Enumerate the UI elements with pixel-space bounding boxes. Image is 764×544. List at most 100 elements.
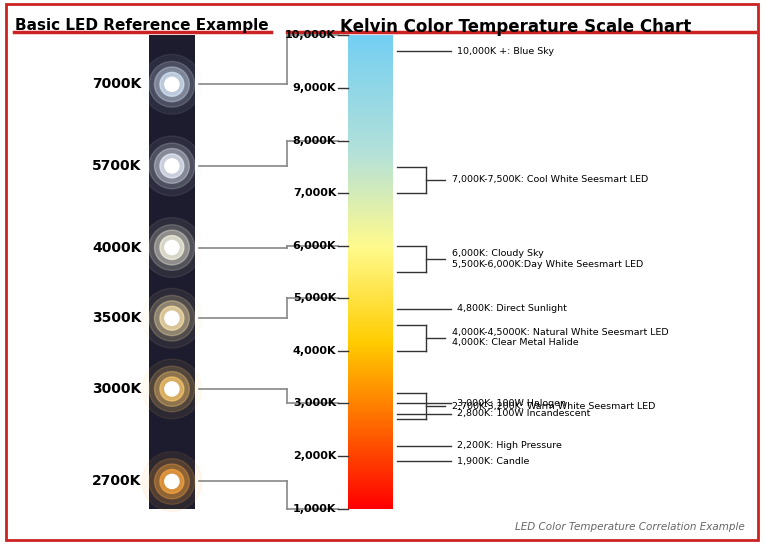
Ellipse shape bbox=[149, 143, 195, 189]
Bar bbox=[348, 45, 393, 46]
Ellipse shape bbox=[154, 149, 189, 183]
Bar bbox=[348, 62, 393, 64]
Bar bbox=[348, 504, 393, 505]
Bar bbox=[348, 340, 393, 342]
Bar bbox=[348, 311, 393, 313]
Bar bbox=[348, 493, 393, 494]
Bar bbox=[348, 351, 393, 353]
Bar bbox=[348, 255, 393, 256]
Bar bbox=[348, 367, 393, 368]
Bar bbox=[348, 446, 393, 447]
Bar bbox=[348, 417, 393, 419]
Bar bbox=[348, 251, 393, 253]
Bar bbox=[348, 237, 393, 239]
Ellipse shape bbox=[142, 452, 202, 511]
Bar bbox=[348, 98, 393, 100]
Text: 3000K: 3000K bbox=[92, 382, 141, 396]
Bar bbox=[348, 90, 393, 92]
Bar bbox=[348, 283, 393, 285]
Text: Kelvin Color Temperature Scale Chart: Kelvin Color Temperature Scale Chart bbox=[340, 18, 691, 36]
Bar bbox=[348, 469, 393, 471]
Bar bbox=[348, 274, 393, 275]
Bar bbox=[348, 200, 393, 201]
Text: 3500K: 3500K bbox=[92, 311, 141, 325]
Bar bbox=[348, 485, 393, 486]
Bar bbox=[348, 240, 393, 242]
Bar bbox=[348, 299, 393, 300]
Ellipse shape bbox=[160, 306, 184, 330]
Bar bbox=[348, 111, 393, 113]
Bar bbox=[348, 132, 393, 133]
Bar bbox=[348, 166, 393, 168]
Bar bbox=[348, 54, 393, 56]
Bar bbox=[348, 423, 393, 425]
Bar bbox=[348, 121, 393, 122]
Bar bbox=[348, 295, 393, 297]
Bar bbox=[348, 250, 393, 251]
Bar bbox=[348, 58, 393, 59]
Bar bbox=[348, 162, 393, 163]
Bar bbox=[348, 381, 393, 382]
Bar bbox=[348, 43, 393, 45]
Bar bbox=[348, 368, 393, 370]
Bar bbox=[348, 452, 393, 453]
Bar bbox=[348, 461, 393, 463]
Bar bbox=[348, 405, 393, 406]
Bar bbox=[348, 135, 393, 137]
Bar bbox=[348, 360, 393, 362]
Bar bbox=[348, 230, 393, 231]
Bar bbox=[348, 122, 393, 123]
Bar bbox=[348, 488, 393, 490]
Bar bbox=[348, 220, 393, 221]
Bar bbox=[348, 133, 393, 135]
Bar bbox=[348, 494, 393, 496]
Bar bbox=[348, 329, 393, 330]
Ellipse shape bbox=[149, 225, 195, 270]
Bar bbox=[348, 323, 393, 324]
Bar bbox=[348, 128, 393, 130]
Text: 2,700K-3,200K: Warm White Seesmart LED: 2,700K-3,200K: Warm White Seesmart LED bbox=[452, 401, 655, 411]
Text: 3,000K: 100W Halogen: 3,000K: 100W Halogen bbox=[457, 399, 566, 408]
Bar bbox=[348, 51, 393, 53]
Bar bbox=[348, 379, 393, 381]
Bar bbox=[348, 248, 393, 250]
Bar bbox=[348, 439, 393, 441]
Bar bbox=[348, 234, 393, 236]
Bar bbox=[348, 269, 393, 270]
Ellipse shape bbox=[160, 469, 184, 493]
Bar bbox=[348, 373, 393, 374]
Bar bbox=[348, 261, 393, 263]
Bar bbox=[348, 422, 393, 423]
Bar bbox=[348, 102, 393, 103]
Ellipse shape bbox=[142, 218, 202, 277]
Text: 6,000K: Cloudy Sky
5,500K-6,000K:Day White Seesmart LED: 6,000K: Cloudy Sky 5,500K-6,000K:Day Whi… bbox=[452, 249, 643, 269]
Bar bbox=[348, 327, 393, 329]
Bar bbox=[348, 84, 393, 86]
Bar bbox=[348, 505, 393, 507]
Bar bbox=[348, 466, 393, 468]
Bar bbox=[348, 42, 393, 43]
Bar bbox=[348, 342, 393, 343]
Bar bbox=[348, 349, 393, 351]
Text: 3,000K: 3,000K bbox=[293, 398, 336, 409]
Bar bbox=[348, 307, 393, 308]
Bar bbox=[348, 247, 393, 248]
Bar bbox=[348, 158, 393, 160]
Bar bbox=[348, 105, 393, 107]
Bar bbox=[348, 206, 393, 207]
Bar bbox=[348, 425, 393, 426]
Bar bbox=[348, 426, 393, 428]
Bar bbox=[348, 480, 393, 482]
Bar bbox=[348, 305, 393, 307]
Bar bbox=[348, 421, 393, 422]
Ellipse shape bbox=[149, 61, 195, 107]
Bar bbox=[348, 174, 393, 176]
Bar bbox=[348, 207, 393, 209]
Bar bbox=[348, 491, 393, 493]
Bar bbox=[348, 382, 393, 384]
Bar bbox=[348, 64, 393, 65]
Bar bbox=[348, 447, 393, 449]
Bar bbox=[348, 431, 393, 433]
Bar bbox=[348, 500, 393, 502]
Bar bbox=[348, 453, 393, 455]
